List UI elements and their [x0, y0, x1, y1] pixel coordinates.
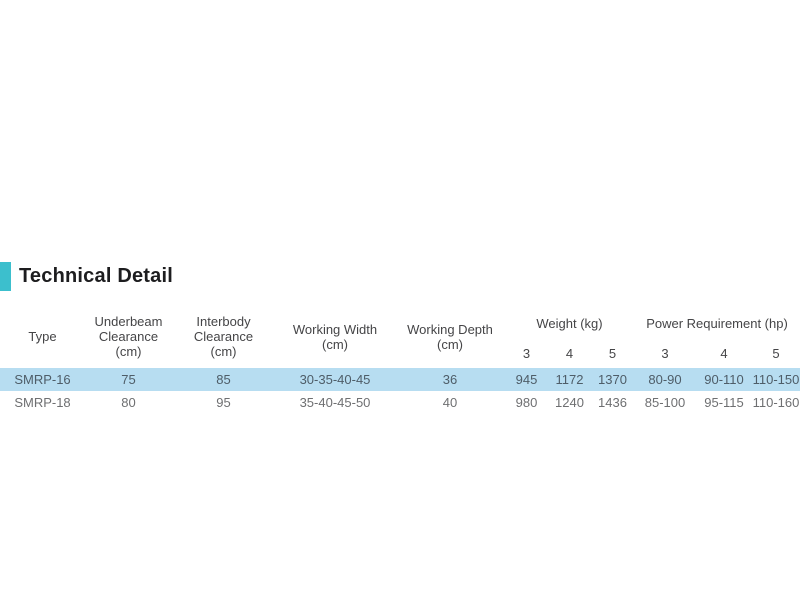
section-header: Technical Detail	[0, 262, 173, 291]
cell-weight-3: 945	[515, 372, 538, 387]
cell-type: SMRP-18	[14, 395, 71, 410]
col-header-interbody-clearance: Interbody Clearance (cm)	[193, 314, 254, 359]
subcol-weight-4: 4	[565, 346, 574, 361]
col-group-weight: Weight (kg)	[536, 316, 603, 331]
cell-working-width: 30-35-40-45	[299, 372, 371, 387]
cell-weight-5: 1436	[598, 395, 627, 410]
col-header-underbeam-clearance: Underbeam Clearance (cm)	[94, 314, 163, 359]
cell-type: SMRP-16	[14, 372, 71, 387]
cell-power-3: 85-100	[644, 395, 686, 410]
technical-detail-table: Type Underbeam Clearance (cm) Interbody …	[0, 305, 800, 414]
cell-weight-4: 1172	[555, 372, 584, 387]
cell-weight-3: 980	[515, 395, 538, 410]
subcol-weight-5: 5	[608, 346, 617, 361]
table-row-smrp-16: SMRP-16 75 85 30-35-40-45 36 945 1172 13…	[0, 368, 800, 391]
col-header-working-depth: Working Depth (cm)	[407, 321, 493, 352]
cell-weight-4: 1240	[555, 395, 584, 410]
subcol-power-3: 3	[661, 346, 669, 361]
subcol-power-5: 5	[772, 346, 780, 361]
table-row-smrp-18: SMRP-18 80 95 35-40-45-50 40 980 1240 14…	[0, 391, 800, 414]
table-body: SMRP-16 75 85 30-35-40-45 36 945 1172 13…	[0, 368, 800, 414]
table-header: Type Underbeam Clearance (cm) Interbody …	[0, 305, 800, 368]
cell-working-depth: 40	[442, 395, 458, 410]
cell-power-4: 95-115	[704, 395, 744, 410]
cell-power-4: 90-110	[704, 372, 744, 387]
cell-underbeam-clearance: 80	[121, 395, 136, 410]
cell-interbody-clearance: 95	[216, 395, 231, 410]
cell-power-5: 110-150	[752, 372, 800, 387]
subcol-power-4: 4	[720, 346, 728, 361]
col-group-power-requirement: Power Requirement (hp)	[646, 316, 788, 331]
section-title: Technical Detail	[19, 265, 173, 287]
col-header-type: Type	[28, 329, 57, 344]
accent-bar	[0, 262, 11, 291]
col-header-working-width: Working Width (cm)	[292, 321, 378, 352]
cell-underbeam-clearance: 75	[121, 372, 136, 387]
table-header-row-subcols: 3 4 5 3 4 5	[0, 342, 800, 368]
cell-working-depth: 36	[442, 372, 458, 387]
cell-interbody-clearance: 85	[216, 372, 231, 387]
subcol-weight-3: 3	[522, 346, 531, 361]
table-header-row-groups: Type Underbeam Clearance (cm) Interbody …	[0, 305, 800, 359]
cell-working-width: 35-40-45-50	[299, 395, 371, 410]
cell-power-5: 110-160	[752, 395, 800, 410]
cell-power-3: 80-90	[648, 372, 682, 387]
cell-weight-5: 1370	[598, 372, 627, 387]
